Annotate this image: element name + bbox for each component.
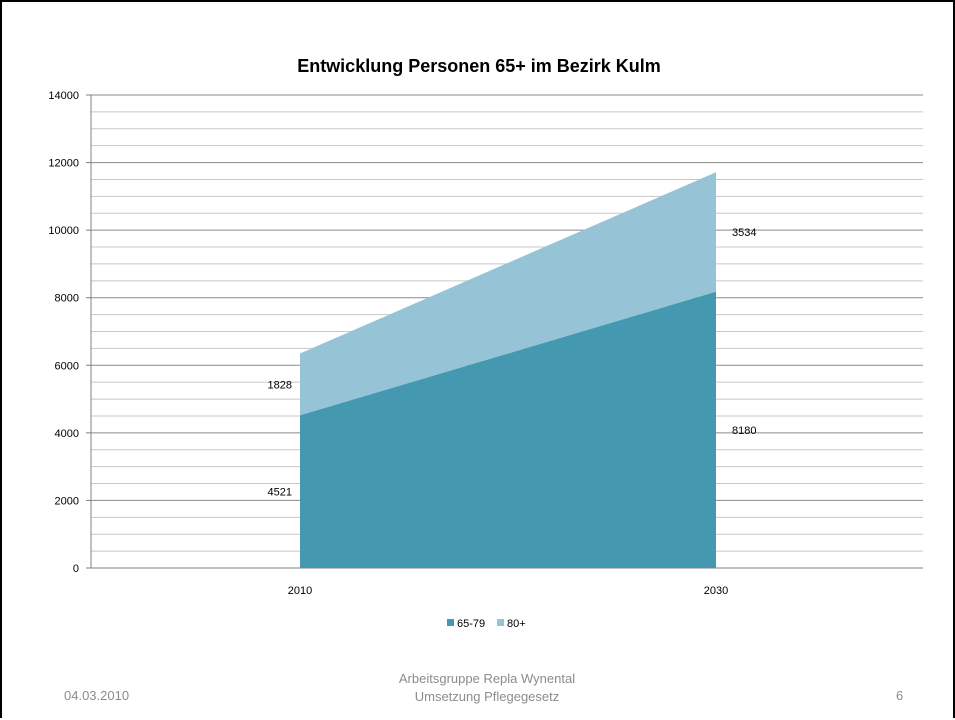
y-tick-label: 12000 bbox=[48, 158, 79, 170]
footer-line-2: Umsetzung Pflegegesetz bbox=[414, 689, 560, 704]
legend-swatch bbox=[497, 619, 504, 626]
y-tick-label: 0 bbox=[73, 563, 79, 575]
legend-swatch bbox=[447, 619, 454, 626]
y-tick-label: 10000 bbox=[48, 225, 79, 237]
y-tick-label: 2000 bbox=[55, 495, 79, 507]
footer-date: 04.03.2010 bbox=[64, 688, 130, 703]
area-chart: Entwicklung Personen 65+ im Bezirk Kulm … bbox=[48, 56, 923, 630]
chart-areas bbox=[300, 172, 716, 568]
chart-title: Entwicklung Personen 65+ im Bezirk Kulm bbox=[297, 56, 661, 76]
legend-label: 80+ bbox=[507, 618, 526, 630]
legend: 65-79 80+ bbox=[447, 618, 526, 630]
y-tick-label: 14000 bbox=[48, 90, 79, 102]
data-label: 4521 bbox=[268, 487, 292, 499]
x-tick-label: 2010 bbox=[288, 585, 312, 597]
footer-center: Arbeitsgruppe Repla Wynental Umsetzung P… bbox=[332, 670, 642, 706]
x-axis-tick-labels: 2010 2030 bbox=[288, 585, 728, 597]
data-labels: 4521 8180 1828 3534 bbox=[268, 227, 757, 499]
legend-label: 65-79 bbox=[457, 618, 485, 630]
axes bbox=[86, 94, 923, 569]
data-label: 3534 bbox=[732, 227, 756, 239]
area-series-80plus bbox=[300, 172, 716, 416]
data-label: 8180 bbox=[732, 425, 756, 437]
x-tick-label: 2030 bbox=[704, 585, 728, 597]
y-tick-label: 8000 bbox=[55, 293, 79, 305]
y-tick-label: 6000 bbox=[55, 360, 79, 372]
area-series-65-79 bbox=[300, 291, 716, 568]
y-axis-tick-labels: 0 2000 4000 6000 8000 10000 12000 14000 bbox=[48, 90, 79, 575]
page-number: 6 bbox=[896, 688, 904, 703]
y-tick-label: 4000 bbox=[55, 428, 79, 440]
data-label: 1828 bbox=[268, 379, 292, 391]
footer-line-1: Arbeitsgruppe Repla Wynental bbox=[398, 671, 576, 686]
